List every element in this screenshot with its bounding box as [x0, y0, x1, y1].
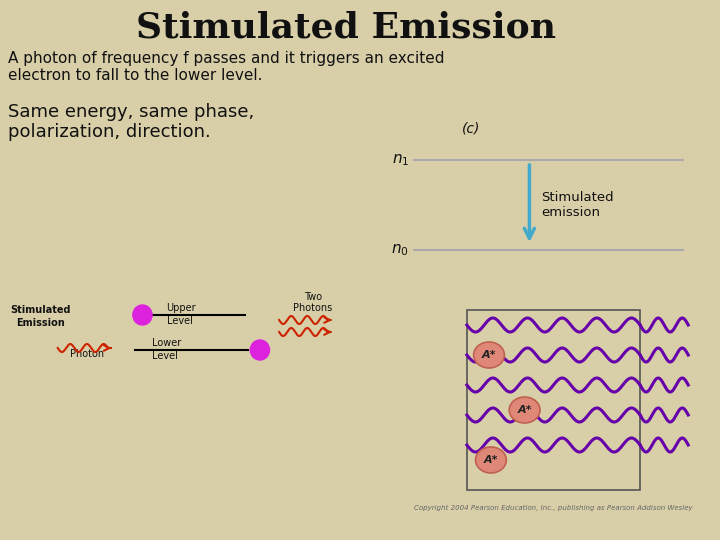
Text: A*: A*: [482, 350, 496, 360]
Text: Photons: Photons: [293, 303, 333, 313]
Circle shape: [251, 340, 269, 360]
Bar: [467, 310, 640, 490]
Text: A*: A*: [518, 405, 532, 415]
Text: Upper: Upper: [166, 303, 196, 313]
Text: Emission: Emission: [16, 318, 65, 328]
Text: $n_1$: $n_1$: [392, 152, 409, 168]
Text: Copyright 2004 Pearson Education, Inc., publishing as Pearson Addison Wesley: Copyright 2004 Pearson Education, Inc., …: [414, 505, 693, 511]
Ellipse shape: [475, 447, 506, 473]
Text: A photon of frequency f passes and it triggers an excited: A photon of frequency f passes and it tr…: [8, 51, 444, 65]
Ellipse shape: [474, 342, 505, 368]
Text: (c): (c): [462, 121, 480, 135]
Text: Two: Two: [304, 292, 322, 302]
Text: Photon: Photon: [70, 349, 104, 359]
Text: A*: A*: [484, 455, 498, 465]
Ellipse shape: [509, 397, 540, 423]
Text: electron to fall to the lower level.: electron to fall to the lower level.: [8, 69, 262, 84]
Text: Stimulated: Stimulated: [10, 305, 71, 315]
Circle shape: [132, 305, 152, 325]
Text: Stimulated
emission: Stimulated emission: [541, 191, 613, 219]
Text: $n_0$: $n_0$: [391, 242, 409, 258]
Text: Stimulated Emission: Stimulated Emission: [137, 11, 557, 45]
Text: Same energy, same phase,: Same energy, same phase,: [8, 103, 254, 121]
Text: Level: Level: [152, 351, 178, 361]
Text: polarization, direction.: polarization, direction.: [8, 123, 210, 141]
Text: Lower: Lower: [152, 338, 181, 348]
Text: Level: Level: [166, 316, 192, 326]
